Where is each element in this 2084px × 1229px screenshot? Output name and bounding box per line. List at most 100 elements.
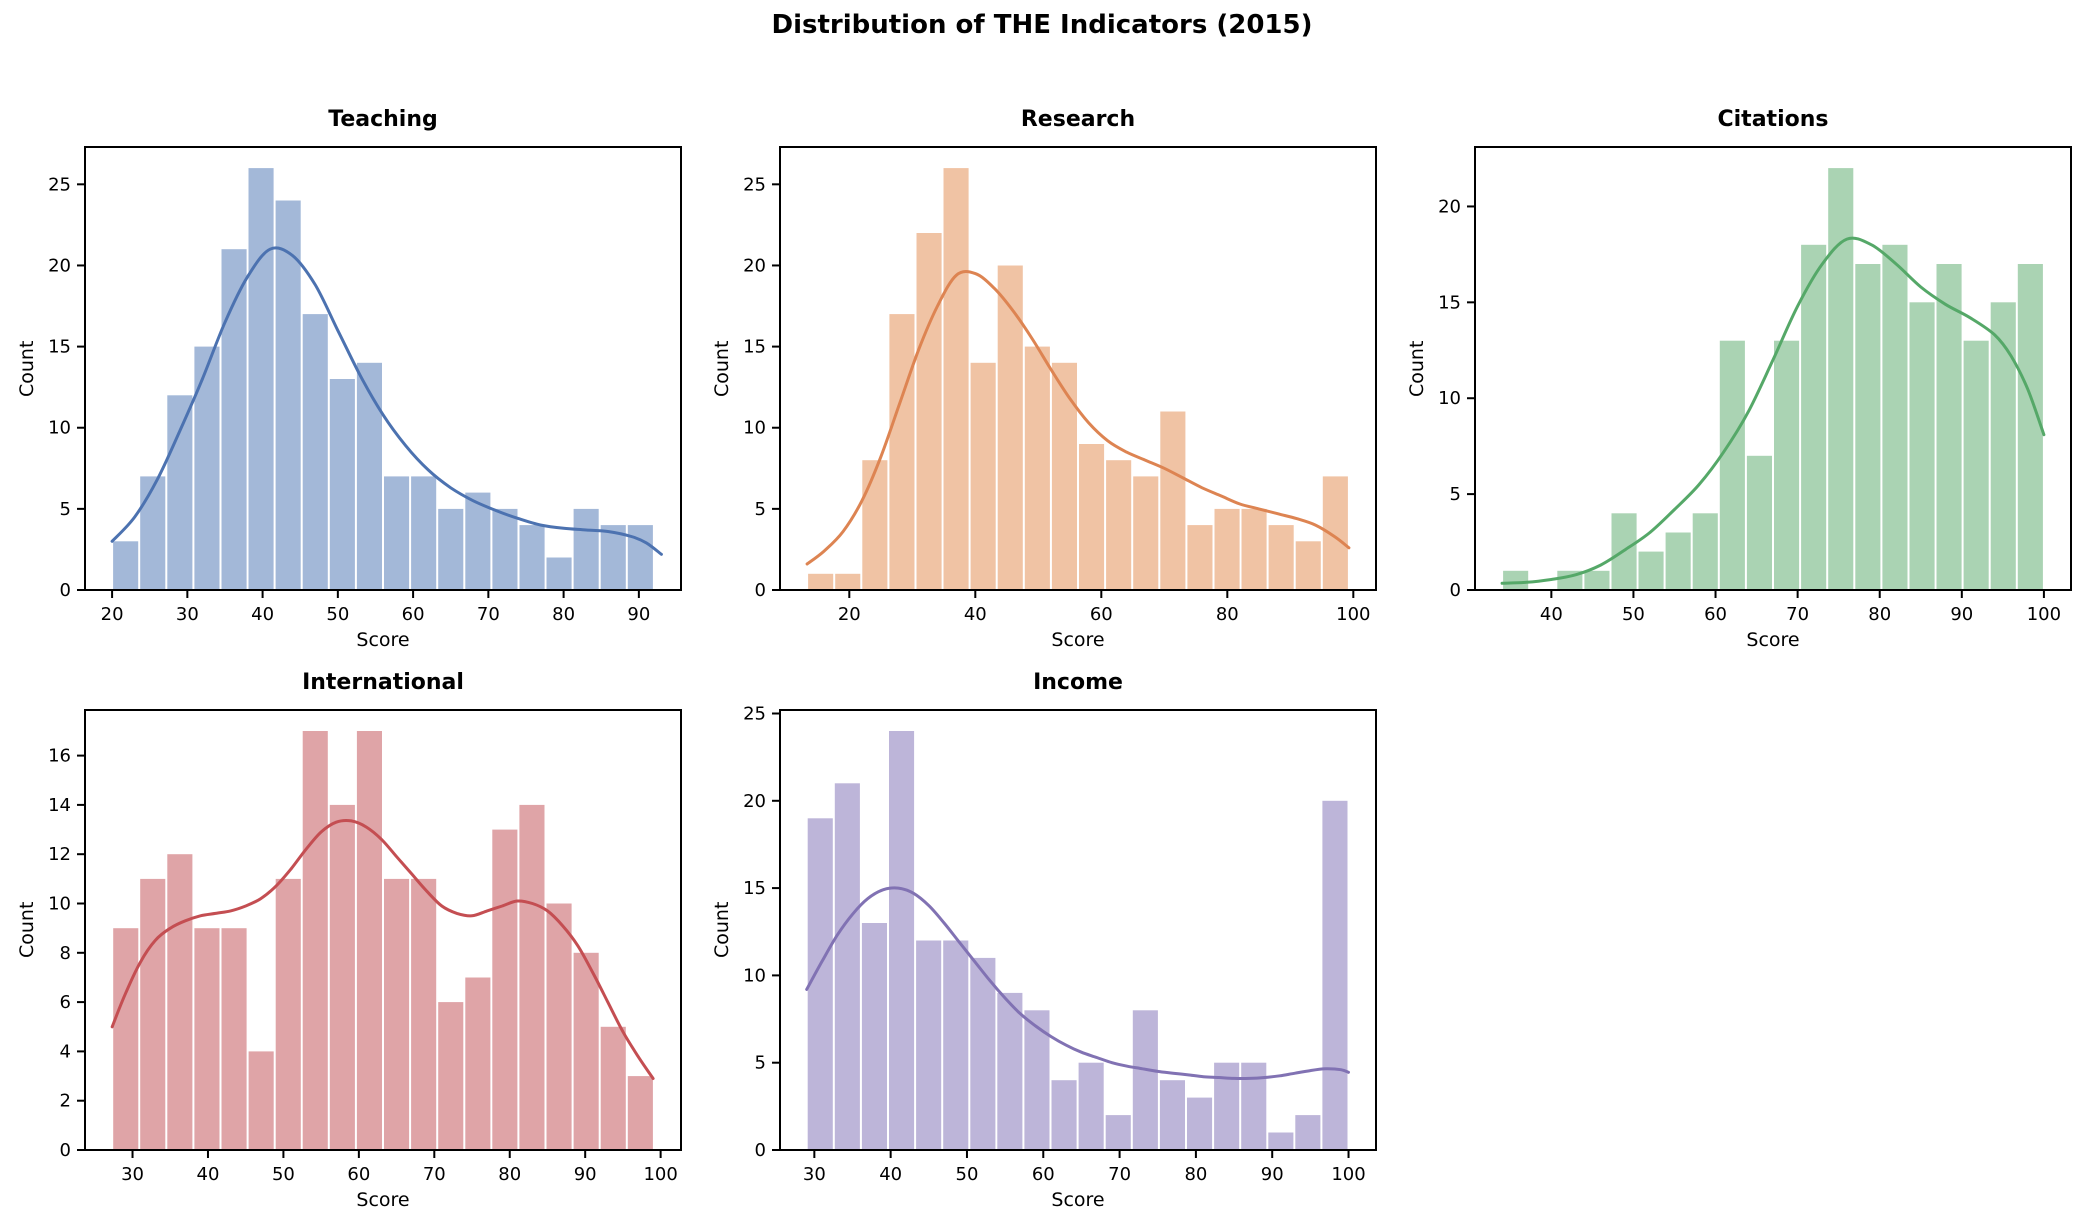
y-tick-label: 20 xyxy=(743,255,766,276)
histogram-bar xyxy=(492,508,518,590)
x-tick-label: 90 xyxy=(1950,604,1973,625)
histogram-bar xyxy=(167,854,193,1150)
histogram-bar xyxy=(411,476,437,590)
histogram-bar xyxy=(1268,525,1294,590)
x-tick-label: 30 xyxy=(121,1164,144,1185)
histogram-bar xyxy=(275,200,301,590)
x-axis-label: Score xyxy=(356,1189,410,1211)
histogram-bar xyxy=(546,557,572,590)
x-tick-label: 90 xyxy=(627,604,650,625)
histogram-bar xyxy=(2017,264,2043,590)
histogram-bar xyxy=(861,923,887,1150)
y-tick-label: 15 xyxy=(743,878,766,899)
y-tick-label: 20 xyxy=(743,791,766,812)
axes-box xyxy=(779,709,1377,1151)
histogram-bar xyxy=(248,1051,274,1150)
y-tick-label: 25 xyxy=(48,174,71,195)
y-tick-label: 2 xyxy=(60,1091,71,1112)
y-tick-label: 0 xyxy=(755,1140,766,1161)
x-tick-label: 50 xyxy=(326,604,349,625)
x-tick-label: 20 xyxy=(838,604,861,625)
histogram-bar xyxy=(465,492,491,590)
subplot-title: Citations xyxy=(1717,107,1829,132)
figure-title: Distribution of THE Indicators (2015) xyxy=(771,10,1313,40)
histogram-bar xyxy=(1936,264,1962,590)
histogram-bar xyxy=(221,928,247,1150)
x-tick-label: 90 xyxy=(574,1164,597,1185)
y-axis-label: Count xyxy=(1406,340,1428,397)
y-tick-label: 10 xyxy=(48,418,71,439)
histogram-bar xyxy=(194,346,220,590)
histogram-bar xyxy=(1322,476,1348,590)
y-tick-label: 14 xyxy=(48,795,71,816)
histogram-bar xyxy=(248,168,274,590)
y-tick-label: 0 xyxy=(755,580,766,601)
histogram-bar xyxy=(1719,340,1745,590)
histogram-bar xyxy=(997,265,1023,590)
y-axis-label: Count xyxy=(711,340,733,397)
histogram-bar xyxy=(1051,362,1077,590)
x-tick-label: 80 xyxy=(552,604,575,625)
y-tick-label: 20 xyxy=(48,255,71,276)
kde-curve xyxy=(110,246,663,556)
x-tick-label: 90 xyxy=(1261,1164,1284,1185)
x-tick-label: 50 xyxy=(956,1164,979,1185)
y-tick-label: 0 xyxy=(60,1140,71,1161)
teaching-subplot: 20 30 40 50 60 70 80 90 0 5 10 15 20 25 Teaching Scor… xyxy=(0,60,694,651)
x-tick-label: 80 xyxy=(1184,1164,1207,1185)
x-tick-label: 70 xyxy=(1786,604,1809,625)
axes-box xyxy=(84,709,682,1151)
kde-curve xyxy=(110,818,655,1080)
x-tick-label: 20 xyxy=(101,604,124,625)
histogram-bar xyxy=(356,362,382,590)
x-tick-label: 70 xyxy=(477,604,500,625)
histogram-bar xyxy=(329,804,355,1150)
histogram-bar xyxy=(546,903,572,1150)
histogram-bar xyxy=(384,878,410,1150)
histogram-bar xyxy=(1963,340,1989,590)
y-tick-label: 5 xyxy=(1450,484,1461,505)
y-tick-label: 15 xyxy=(48,337,71,358)
y-tick-label: 5 xyxy=(755,499,766,520)
x-tick-label: 50 xyxy=(272,1164,295,1185)
histogram-bar xyxy=(1295,541,1321,590)
histogram-bar xyxy=(221,249,247,590)
x-tick-label: 100 xyxy=(1336,604,1370,625)
x-tick-label: 40 xyxy=(251,604,274,625)
histogram-bar xyxy=(862,460,888,590)
histogram-bar xyxy=(1160,411,1186,590)
x-tick-label: 80 xyxy=(1868,604,1891,625)
histogram-bar xyxy=(889,731,915,1150)
histogram-bar xyxy=(1322,800,1348,1150)
y-tick-label: 20 xyxy=(1438,196,1461,217)
teaching-plot: 20 30 40 50 60 70 80 90 0 5 10 15 20 25 xyxy=(48,146,682,625)
histogram-bar xyxy=(1051,1080,1077,1150)
histogram-bar xyxy=(140,476,166,590)
histogram-bar xyxy=(519,804,545,1150)
x-tick-label: 30 xyxy=(176,604,199,625)
histogram-bar xyxy=(1801,244,1827,591)
axes-box xyxy=(779,146,1377,591)
histogram-bar xyxy=(492,829,518,1150)
histogram-bar xyxy=(1295,1115,1321,1150)
y-tick-label: 5 xyxy=(755,1053,766,1074)
x-tick-label: 50 xyxy=(1622,604,1645,625)
histogram-bar xyxy=(573,508,599,590)
y-tick-label: 4 xyxy=(60,1041,71,1062)
histogram-bar xyxy=(1133,476,1159,590)
histogram-bar xyxy=(1584,570,1610,590)
histogram-bar xyxy=(916,940,942,1150)
histogram-bar xyxy=(1268,1132,1294,1150)
x-axis-label: Score xyxy=(1051,629,1105,651)
histogram-bar xyxy=(997,992,1023,1150)
y-tick-label: 16 xyxy=(48,746,71,767)
y-tick-label: 8 xyxy=(60,943,71,964)
histogram-bar xyxy=(970,362,996,590)
y-tick-label: 10 xyxy=(48,894,71,915)
histogram-bar xyxy=(1828,168,1854,590)
histogram-bar xyxy=(1187,525,1213,590)
x-tick-label: 60 xyxy=(1090,604,1113,625)
histogram-bar xyxy=(1692,513,1718,590)
histogram-bar xyxy=(1665,532,1691,590)
y-tick-label: 0 xyxy=(60,580,71,601)
